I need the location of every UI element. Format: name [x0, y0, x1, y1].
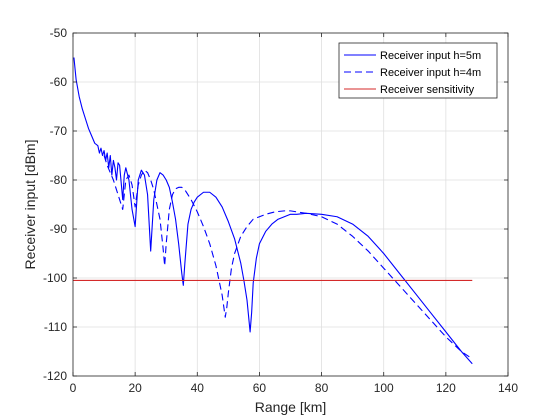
- series-line-1: [73, 57, 473, 365]
- y-axis-label: Receiver input [dBm]: [22, 140, 38, 270]
- x-tick-label: 120: [436, 381, 456, 395]
- x-tick-label: 140: [498, 381, 518, 395]
- x-tick-label: 0: [70, 381, 77, 395]
- legend-label-2: Receiver input h=4m: [380, 67, 481, 79]
- legend: Receiver input h=5m Receiver input h=4m Re…: [338, 42, 498, 99]
- tick-group: 0 20 40 60 80 100 120 140 -50 -60 -70 -80 -90 -100 -11…: [43, 26, 518, 395]
- series-line-2: [103, 155, 473, 360]
- legend-label-1: Receiver input h=5m: [380, 50, 481, 62]
- x-tick-label: 40: [191, 381, 205, 395]
- y-tick-label: -50: [50, 26, 68, 40]
- y-tick-label: -70: [50, 124, 68, 138]
- legend-label-3: Receiver sensitivity: [380, 84, 475, 96]
- y-tick-label: -80: [50, 173, 68, 187]
- x-tick-label: 100: [374, 381, 394, 395]
- x-tick-label: 80: [315, 381, 329, 395]
- y-tick-label: -90: [50, 222, 68, 236]
- x-tick-label: 20: [128, 381, 142, 395]
- y-tick-label: -120: [43, 369, 67, 383]
- x-tick-label: 60: [253, 381, 267, 395]
- series-group: [73, 57, 473, 365]
- x-axis-label: Range [km]: [255, 399, 327, 415]
- y-tick-label: -110: [44, 320, 67, 334]
- y-tick-label: -60: [50, 75, 68, 89]
- plot-frame: [72, 32, 509, 377]
- y-tick-label: -100: [43, 271, 67, 285]
